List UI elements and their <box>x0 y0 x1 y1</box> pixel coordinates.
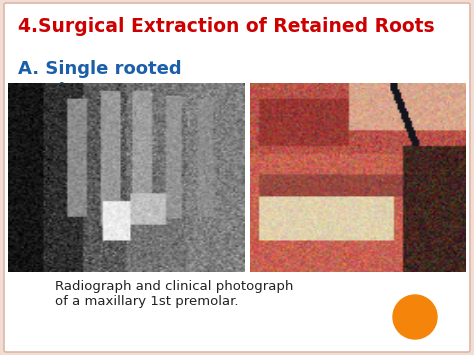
Text: A. Single rooted
tooth: A. Single rooted tooth <box>18 60 182 99</box>
Text: of a maxillary 1st premolar.: of a maxillary 1st premolar. <box>55 295 238 308</box>
Circle shape <box>393 295 437 339</box>
FancyBboxPatch shape <box>4 3 470 352</box>
Text: 4.Surgical Extraction of Retained Roots: 4.Surgical Extraction of Retained Roots <box>18 17 435 36</box>
Text: Radiograph and clinical photograph: Radiograph and clinical photograph <box>55 280 293 293</box>
